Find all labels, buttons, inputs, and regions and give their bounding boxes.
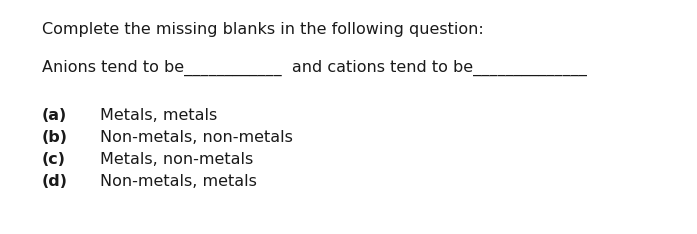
- Text: Complete the missing blanks in the following question:: Complete the missing blanks in the follo…: [42, 22, 484, 37]
- Text: (a): (a): [42, 108, 67, 123]
- Text: (b): (b): [42, 130, 68, 145]
- Text: (c): (c): [42, 152, 66, 167]
- Text: Anions tend to be____________  and cations tend to be______________: Anions tend to be____________ and cation…: [42, 60, 587, 76]
- Text: Non-metals, non-metals: Non-metals, non-metals: [100, 130, 293, 145]
- Text: (d): (d): [42, 174, 68, 189]
- Text: Non-metals, metals: Non-metals, metals: [100, 174, 257, 189]
- Text: Metals, non-metals: Metals, non-metals: [100, 152, 253, 167]
- Text: Metals, metals: Metals, metals: [100, 108, 217, 123]
